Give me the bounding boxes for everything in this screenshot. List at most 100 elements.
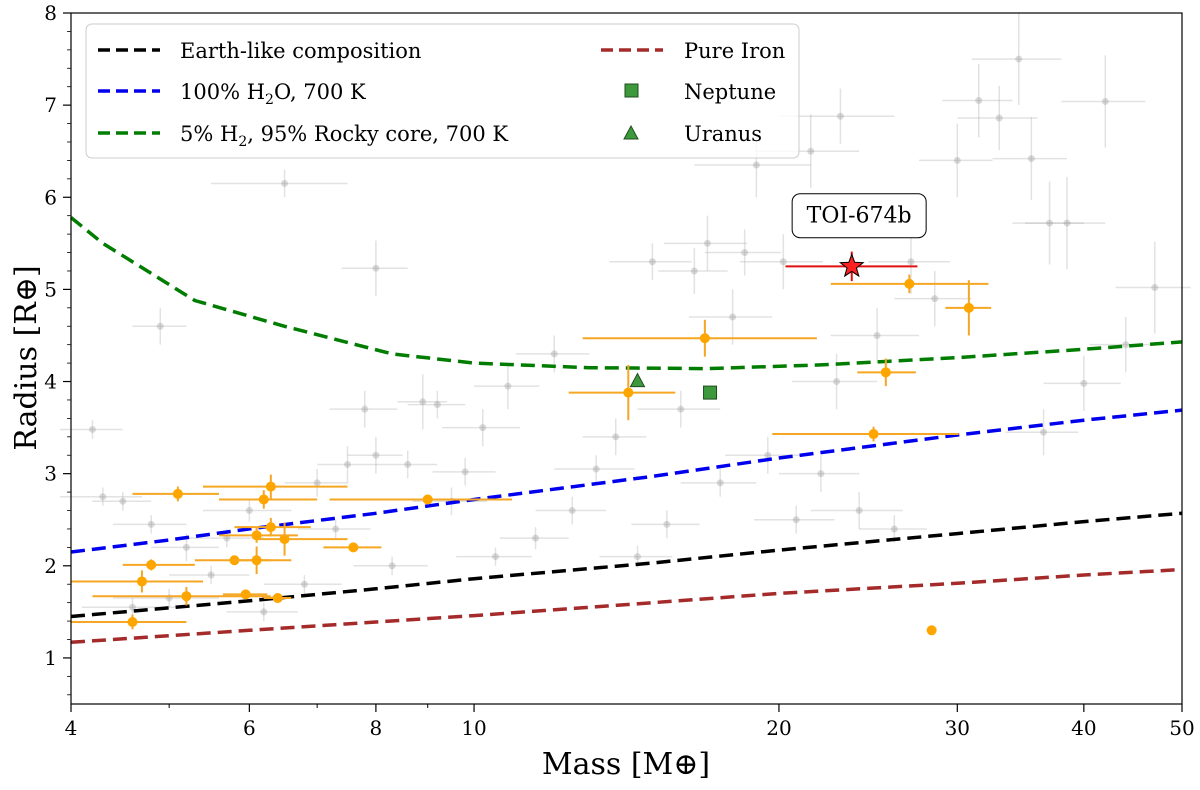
annotation-label: TOI-674b — [807, 204, 912, 229]
orange-planet-point — [251, 530, 262, 541]
background-planets-layer — [59, 13, 1191, 622]
background-planet — [810, 492, 903, 529]
background-planet-point — [128, 603, 136, 611]
orange-planet-point — [251, 555, 262, 566]
pure-iron-curve — [70, 567, 1183, 645]
background-planet — [92, 492, 152, 511]
x-tick-label: 20 — [766, 716, 791, 740]
orange-planet-point — [868, 429, 879, 440]
orange-planet — [203, 474, 348, 499]
orange-planet-point — [265, 522, 276, 533]
orange-planet-point — [623, 387, 634, 398]
x-tick-label: 6 — [243, 716, 256, 740]
highlight-planet-layer — [785, 251, 918, 282]
orange-planet — [132, 486, 220, 502]
x-tick-label: 8 — [370, 716, 383, 740]
orange-planet-point — [265, 481, 276, 492]
background-planet — [830, 307, 920, 364]
plot-frame — [70, 12, 1183, 705]
background-planet — [432, 458, 496, 486]
background-planet — [1025, 176, 1106, 270]
legend-water-label: 100% H2O, 700 K — [180, 80, 366, 108]
background-planet-point — [461, 468, 469, 476]
x-tick-label: 10 — [461, 716, 486, 740]
legend-h2-label: 5% H2, 95% Rocky core, 700 K — [180, 122, 508, 150]
background-planet-point — [1027, 155, 1035, 163]
annotation-box — [791, 193, 927, 239]
background-planet-point — [663, 520, 671, 528]
background-planet-point — [1046, 219, 1054, 227]
background-planet — [329, 390, 398, 428]
background-planet-point — [147, 520, 155, 528]
background-planet — [203, 499, 292, 522]
background-planet — [725, 436, 807, 474]
background-planet-point — [612, 433, 620, 441]
y-tick-label: 4 — [44, 370, 57, 394]
background-planet — [971, 13, 1062, 106]
orange-planet-point — [880, 367, 891, 378]
orange-planet-point — [904, 278, 915, 289]
toi-674b-annotation: TOI-674b — [791, 193, 927, 239]
legend-uranus-label: Uranus — [684, 122, 762, 146]
background-planet — [1061, 55, 1146, 148]
background-planet-point — [975, 97, 983, 105]
background-planet — [554, 455, 635, 483]
background-planet — [778, 455, 860, 493]
background-planet-point — [855, 507, 863, 515]
orange-planet-point — [136, 576, 147, 587]
orange-planet — [857, 358, 916, 387]
background-planet-point — [388, 562, 396, 570]
orange-planet-point — [258, 494, 269, 505]
background-planet-point — [568, 507, 576, 515]
toi-674b-star — [838, 252, 865, 278]
y-axis-label: Radius [R⊕] — [9, 265, 44, 450]
background-planet-point — [836, 112, 844, 120]
legend-frame — [85, 23, 800, 159]
background-planet — [284, 469, 348, 497]
orange-planet-point — [272, 593, 283, 604]
background-planet — [582, 418, 647, 456]
orange-planet — [263, 593, 292, 604]
legend-iron-label: Pure Iron — [684, 39, 785, 63]
orange-planet-point — [127, 617, 138, 628]
background-planet-point — [182, 543, 190, 551]
background-planet-point — [1101, 97, 1109, 105]
axes-layer: 4 6 8 10 20 30 40 50 1 2 3 4 5 6 7 8 — [44, 1, 1194, 740]
y-tick-label: 2 — [44, 554, 57, 578]
background-planet-point — [792, 516, 800, 524]
background-planet-point — [156, 322, 164, 330]
background-planet-point — [833, 378, 841, 386]
background-planet — [535, 496, 607, 525]
x-tick-label: 50 — [1169, 716, 1194, 740]
background-planet-point — [995, 114, 1003, 122]
background-planet-point — [633, 553, 641, 561]
background-planet-point — [207, 571, 215, 579]
background-planet-point — [648, 258, 656, 266]
background-planet-point — [300, 580, 308, 588]
background-planet — [474, 363, 540, 410]
background-planet-point — [1080, 379, 1088, 387]
background-planet-point — [313, 479, 321, 487]
orange-planet-point — [963, 302, 974, 313]
background-planet — [637, 390, 721, 428]
background-planet — [942, 63, 1013, 138]
background-planet — [704, 229, 782, 276]
orange-planet — [219, 490, 318, 509]
background-planet — [341, 240, 408, 296]
background-planet-point — [99, 493, 107, 501]
background-planet-point — [281, 179, 289, 187]
orange-planet — [926, 625, 937, 636]
background-planet — [375, 450, 438, 479]
orange-planet-point — [181, 591, 192, 602]
background-planet — [663, 215, 748, 271]
orange-planet-point — [348, 542, 359, 553]
orange-planet-point — [422, 494, 433, 505]
background-planet — [397, 374, 447, 430]
orange-planet — [71, 614, 187, 630]
background-planet-point — [953, 156, 961, 164]
background-planet — [919, 123, 993, 198]
orange-planet-point — [240, 589, 251, 600]
background-planet-point — [332, 525, 340, 533]
orange-planet — [830, 274, 989, 294]
background-planet — [169, 565, 250, 585]
